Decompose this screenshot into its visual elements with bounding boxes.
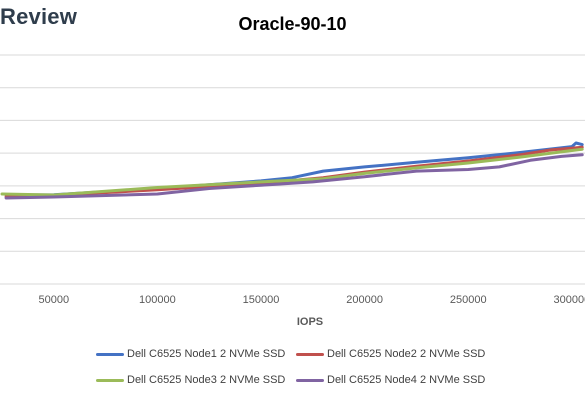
- x-tick-label: 200000: [346, 294, 383, 306]
- chart-title: Oracle-90-10: [238, 14, 347, 34]
- x-tick-label: 150000: [243, 294, 280, 306]
- x-axis-title: IOPS: [296, 316, 324, 328]
- legend-label-node2: Dell C6525 Node2 2 NVMe SSD: [327, 348, 486, 360]
- legend-item-node3: Dell C6525 Node3 2 NVMe SSD: [96, 374, 285, 386]
- x-tick-label: 50000: [39, 294, 70, 306]
- legend-swatch-node4: [296, 378, 324, 382]
- series-line-node1: [4, 141, 584, 197]
- legend-swatch-node2: [296, 352, 324, 356]
- gridlines: [0, 54, 585, 285]
- legend-item-node1: Dell C6525 Node1 2 NVMe SSD: [96, 348, 285, 360]
- brand-logo-text: Review: [0, 4, 78, 29]
- x-tick-label: 300000: [553, 294, 585, 306]
- legend-swatch-node1: [96, 352, 124, 356]
- series-lines: [0, 141, 584, 200]
- legend-label-node4: Dell C6525 Node4 2 NVMe SSD: [327, 374, 486, 386]
- series-line-node3: [0, 147, 584, 197]
- series-line-node4: [4, 153, 584, 200]
- legend-label-node3: Dell C6525 Node3 2 NVMe SSD: [127, 374, 286, 386]
- legend-swatch-node3: [96, 378, 124, 382]
- x-tick-label: 250000: [450, 294, 487, 306]
- legend-item-node4: Dell C6525 Node4 2 NVMe SSD: [296, 374, 485, 386]
- legend-item-node2: Dell C6525 Node2 2 NVMe SSD: [296, 348, 485, 360]
- x-tick-label: 100000: [139, 294, 176, 306]
- x-axis-ticks: 50000 100000 150000 200000 250000 300000: [39, 294, 585, 306]
- legend-label-node1: Dell C6525 Node1 2 NVMe SSD: [127, 348, 286, 360]
